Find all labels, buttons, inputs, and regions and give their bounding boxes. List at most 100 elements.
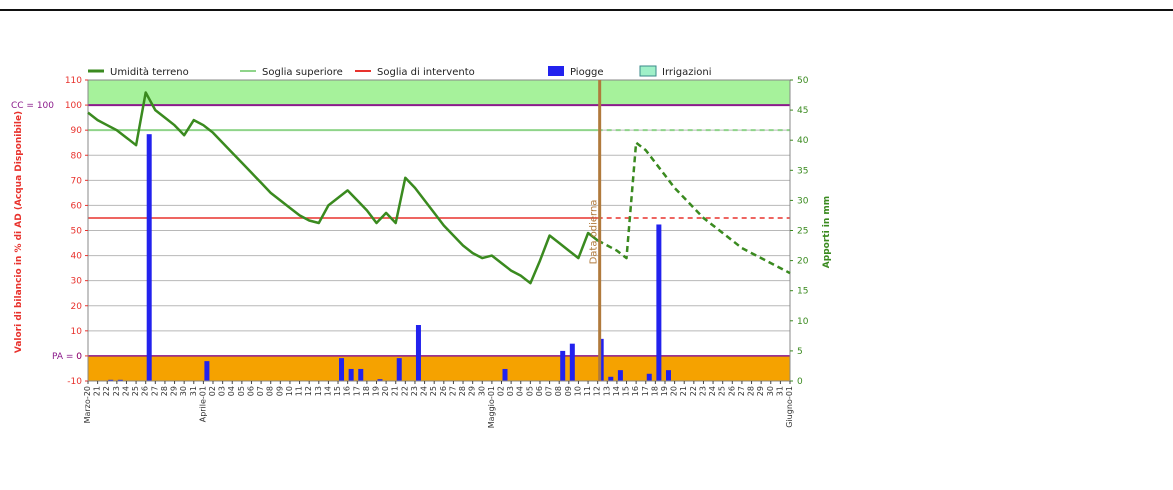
rain-bar [377, 379, 383, 381]
rain-bar [560, 350, 566, 381]
y2-tick-label: 25 [797, 227, 808, 237]
legend-label: Irrigazioni [662, 67, 712, 78]
y-axis-right: 0 5 10 15 20 25 30 35 40 45 50 [790, 76, 809, 387]
upper-zone [88, 80, 790, 106]
x-tick-label: 26 [727, 386, 736, 396]
x-tick-label: 14 [323, 386, 332, 396]
y2-tick-label: 30 [797, 196, 809, 206]
x-tick-label: 26 [141, 386, 150, 396]
x-tick-label: 28 [747, 386, 756, 396]
x-tick-label: 27 [150, 386, 159, 396]
x-tick-label: Maggio-01 [487, 386, 496, 428]
y-tick-label: 60 [71, 201, 83, 211]
rain-bar [656, 224, 662, 381]
x-tick-label: 28 [160, 386, 169, 396]
x-tick-label: 29 [170, 386, 179, 396]
x-tick-label: Marzo-20 [83, 386, 92, 423]
y-tick-label: 80 [71, 151, 83, 161]
x-tick-label: 19 [660, 386, 669, 396]
x-tick-label: 08 [266, 386, 275, 396]
x-tick-label: 04 [227, 386, 236, 396]
x-tick-label: 30 [477, 386, 486, 396]
y-tick-label: 90 [71, 126, 83, 136]
y-tick-label: 100 [65, 101, 82, 111]
y-tick-label: 0 [76, 352, 82, 362]
y-tick-label: -10 [67, 377, 82, 387]
y-tick-label: 110 [65, 76, 82, 86]
x-tick-label: Giugno-01 [785, 386, 794, 428]
y-tick-label: 20 [71, 302, 83, 312]
chart-legend: Umidità terreno Soglia superiore Soglia di… [88, 65, 712, 78]
pa-label: PA = 0 [52, 352, 82, 362]
legend-swatch [548, 66, 564, 76]
x-tick-label: 13 [314, 386, 323, 396]
moisture-line [87, 91, 599, 285]
y2-tick-label: 20 [797, 257, 809, 267]
x-tick-label: Aprile-01 [198, 386, 207, 422]
legend-label: Piogge [570, 67, 604, 78]
x-tick-label: 24 [121, 386, 130, 396]
x-tick-label: 25 [429, 386, 438, 396]
rain-bar [108, 379, 114, 381]
rain-bar [146, 134, 152, 381]
x-tick-label: 05 [525, 386, 534, 396]
rain-bar [339, 358, 345, 381]
y-axis-title: Valori di bilancio in % di AD (Acqua Dis… [14, 111, 24, 353]
x-tick-label: 30 [179, 386, 188, 396]
top-separator-line [0, 9, 1173, 11]
y2-tick-label: 0 [797, 377, 803, 387]
x-tick-label: 06 [535, 386, 544, 396]
x-tick-label: 11 [295, 386, 304, 396]
rain-bar [665, 370, 671, 381]
rain-bar [608, 376, 614, 381]
y2-tick-label: 35 [797, 166, 808, 176]
x-tick-label: 08 [554, 386, 563, 396]
x-tick-label: 25 [718, 386, 727, 396]
x-tick-label: 12 [304, 386, 313, 396]
y-tick-label: 50 [71, 227, 83, 237]
x-tick-label: 21 [679, 386, 688, 396]
x-tick-label: 24 [708, 386, 717, 396]
rain-bar [569, 343, 575, 381]
x-tick-label: 11 [583, 386, 592, 396]
x-tick-label: 15 [333, 386, 342, 396]
x-tick-label: 29 [468, 386, 477, 396]
x-tick-label: 20 [381, 386, 390, 396]
x-tick-label: 12 [593, 386, 602, 396]
x-tick-label: 09 [564, 386, 573, 396]
x-tick-label: 07 [545, 386, 554, 396]
y2-tick-label: 50 [797, 76, 809, 86]
x-tick-label: 03 [218, 386, 227, 396]
x-tick-label: 14 [612, 386, 621, 396]
x-tick-label: 23 [410, 386, 419, 396]
x-tick-label: 15 [622, 386, 631, 396]
x-tick-label: 16 [343, 386, 352, 396]
legend-label: Soglia di intervento [377, 67, 475, 78]
x-tick-label: 16 [631, 386, 640, 396]
rain-bar [396, 358, 402, 381]
legend-label: Soglia superiore [262, 67, 343, 78]
x-tick-label: 22 [400, 386, 409, 396]
rain-bar [646, 373, 652, 381]
x-tick-label: 06 [246, 386, 255, 396]
x-tick-label: 22 [102, 386, 111, 396]
x-tick-label: 05 [237, 386, 246, 396]
x-tick-label: 25 [131, 386, 140, 396]
x-tick-label: 10 [285, 386, 294, 396]
y-tick-label: 30 [71, 277, 83, 287]
today-label: Data odierna [589, 200, 600, 265]
rain-bar [117, 379, 123, 381]
y-axis-left: -10 0 10 20 30 40 50 60 70 80 90 100 110 CC = 100 PA =… [11, 76, 88, 387]
y2-tick-label: 15 [797, 287, 808, 297]
x-tick-label: 28 [458, 386, 467, 396]
x-tick-label: 29 [756, 386, 765, 396]
x-tick-label: 26 [439, 386, 448, 396]
plot-area: Data odierna [87, 79, 791, 382]
x-tick-label: 09 [275, 386, 284, 396]
x-tick-label: 20 [670, 386, 679, 396]
x-tick-label: 31 [189, 386, 198, 396]
y2-tick-label: 10 [797, 317, 809, 327]
rain-bar [415, 325, 421, 381]
x-tick-label: 07 [256, 386, 265, 396]
